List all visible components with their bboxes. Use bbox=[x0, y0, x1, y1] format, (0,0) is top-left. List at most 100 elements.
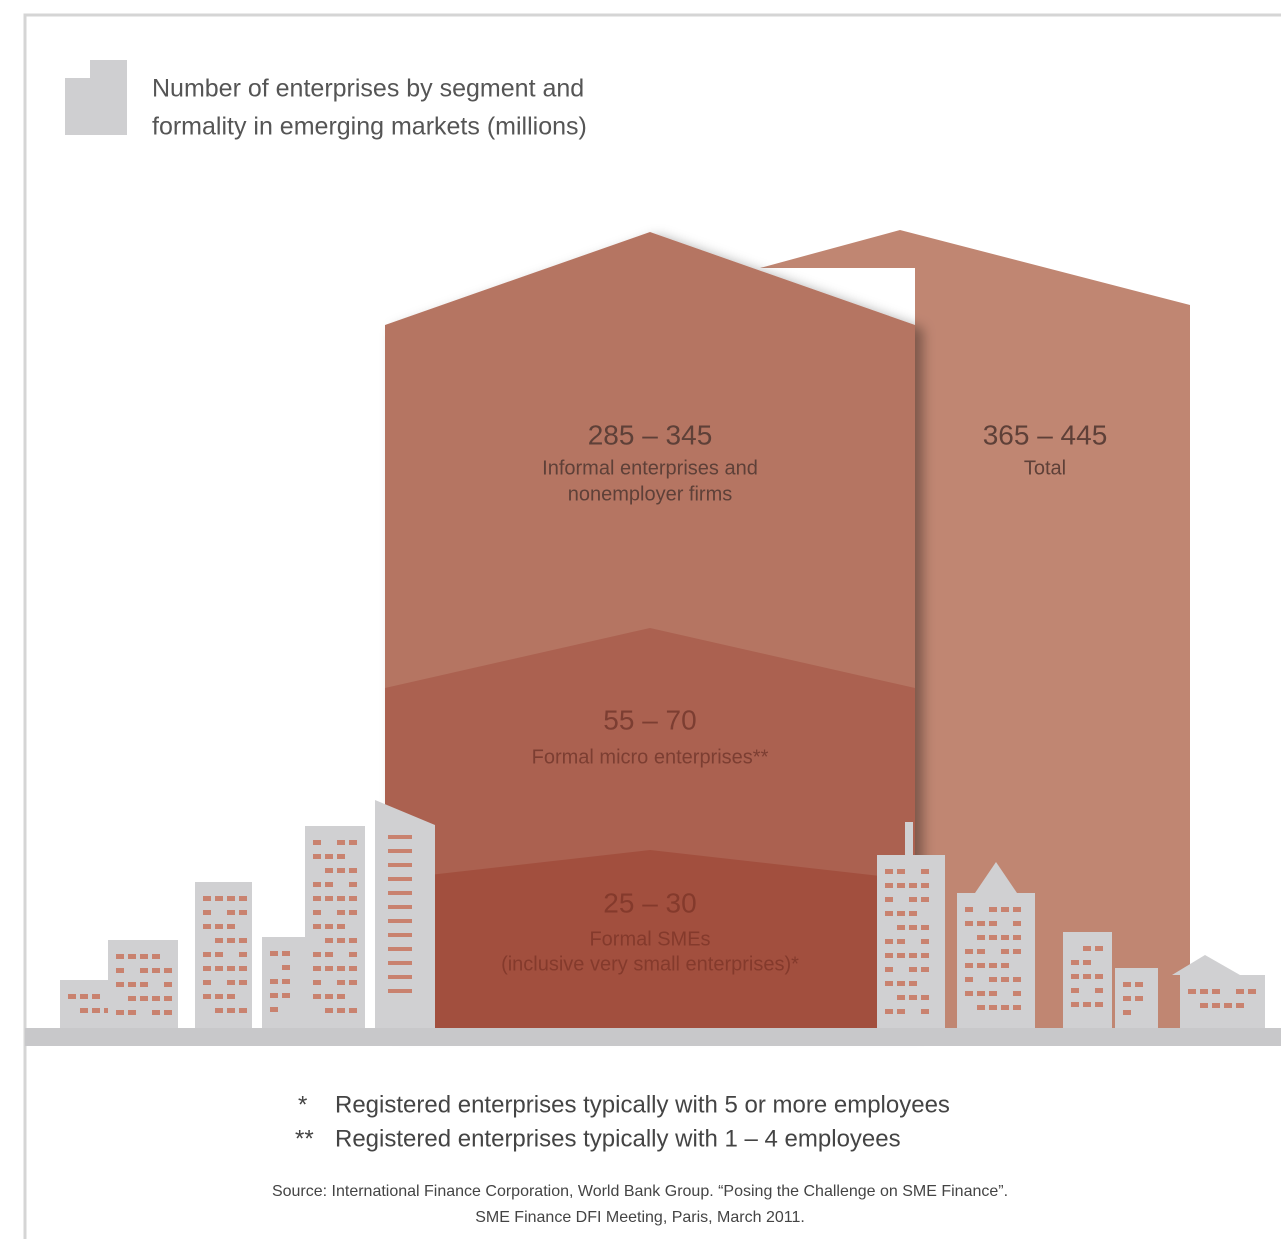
window bbox=[965, 921, 973, 926]
window bbox=[1188, 989, 1196, 994]
window bbox=[313, 910, 321, 915]
window bbox=[1123, 982, 1131, 987]
window bbox=[921, 869, 929, 874]
window bbox=[116, 968, 124, 973]
window bbox=[68, 994, 76, 999]
window bbox=[337, 980, 345, 985]
window bbox=[215, 952, 223, 957]
window bbox=[164, 996, 172, 1001]
window bbox=[203, 980, 211, 985]
window bbox=[337, 896, 345, 901]
window bbox=[349, 952, 357, 957]
window bbox=[215, 966, 223, 971]
window bbox=[1083, 946, 1091, 951]
window bbox=[1083, 1002, 1091, 1007]
window bbox=[313, 994, 321, 999]
window bbox=[239, 910, 247, 915]
window bbox=[325, 952, 333, 957]
window bbox=[140, 996, 148, 1001]
window bbox=[921, 1009, 929, 1014]
window bbox=[1200, 1003, 1208, 1008]
window bbox=[977, 921, 985, 926]
window bbox=[337, 868, 345, 873]
window bbox=[152, 954, 160, 959]
window bbox=[388, 947, 412, 951]
window bbox=[909, 995, 917, 1000]
window bbox=[1013, 977, 1021, 982]
window bbox=[313, 966, 321, 971]
window bbox=[1083, 960, 1091, 965]
window bbox=[897, 869, 905, 874]
window bbox=[897, 953, 905, 958]
window bbox=[325, 938, 333, 943]
source-line: SME Finance DFI Meeting, Paris, March 20… bbox=[475, 1209, 805, 1226]
window bbox=[897, 995, 905, 1000]
window bbox=[965, 977, 973, 982]
window bbox=[921, 939, 929, 944]
total-range: 365 – 445 bbox=[983, 419, 1108, 450]
window bbox=[239, 938, 247, 943]
window bbox=[92, 994, 100, 999]
window bbox=[1123, 1010, 1131, 1015]
window bbox=[1123, 996, 1131, 1001]
window bbox=[116, 1010, 124, 1015]
window bbox=[897, 883, 905, 888]
window bbox=[388, 863, 412, 867]
window bbox=[989, 1005, 997, 1010]
building-icon bbox=[65, 60, 127, 135]
window bbox=[270, 951, 278, 956]
window bbox=[282, 951, 290, 956]
window bbox=[164, 968, 172, 973]
building bbox=[975, 862, 1017, 893]
window bbox=[337, 854, 345, 859]
window bbox=[1071, 1002, 1079, 1007]
window bbox=[1224, 1003, 1232, 1008]
window bbox=[965, 907, 973, 912]
window bbox=[965, 949, 973, 954]
window bbox=[116, 982, 124, 987]
window bbox=[909, 925, 917, 930]
window bbox=[1200, 989, 1208, 994]
window bbox=[270, 1007, 278, 1012]
window bbox=[282, 993, 290, 998]
window bbox=[897, 911, 905, 916]
window bbox=[215, 1008, 223, 1013]
window bbox=[203, 966, 211, 971]
window bbox=[989, 991, 997, 996]
window bbox=[128, 1010, 136, 1015]
total-shape bbox=[760, 230, 1190, 1030]
building bbox=[1180, 975, 1265, 1030]
window bbox=[116, 954, 124, 959]
window bbox=[337, 840, 345, 845]
window bbox=[989, 921, 997, 926]
footnote-mark: ** bbox=[295, 1125, 314, 1152]
window bbox=[337, 910, 345, 915]
window bbox=[92, 1008, 100, 1013]
window bbox=[337, 938, 345, 943]
window bbox=[388, 877, 412, 881]
segment-label: Informal enterprises and bbox=[542, 457, 758, 479]
window bbox=[227, 910, 235, 915]
frame bbox=[23, 13, 1281, 1239]
window bbox=[325, 994, 333, 999]
window bbox=[885, 953, 893, 958]
window bbox=[349, 938, 357, 943]
window bbox=[325, 854, 333, 859]
window bbox=[1248, 989, 1256, 994]
window bbox=[921, 953, 929, 958]
window bbox=[1095, 1002, 1103, 1007]
footnote-text: Registered enterprises typically with 5 … bbox=[335, 1091, 950, 1118]
window bbox=[989, 963, 997, 968]
segment-range: 285 – 345 bbox=[588, 419, 713, 450]
window bbox=[227, 896, 235, 901]
window bbox=[325, 924, 333, 929]
window bbox=[1071, 988, 1079, 993]
window bbox=[965, 991, 973, 996]
window bbox=[885, 981, 893, 986]
window bbox=[921, 925, 929, 930]
footnote-text: Registered enterprises typically with 1 … bbox=[335, 1125, 901, 1152]
window bbox=[1013, 935, 1021, 940]
window bbox=[337, 994, 345, 999]
segment-label: (inclusive very small enterprises)* bbox=[501, 953, 799, 975]
window bbox=[965, 963, 973, 968]
